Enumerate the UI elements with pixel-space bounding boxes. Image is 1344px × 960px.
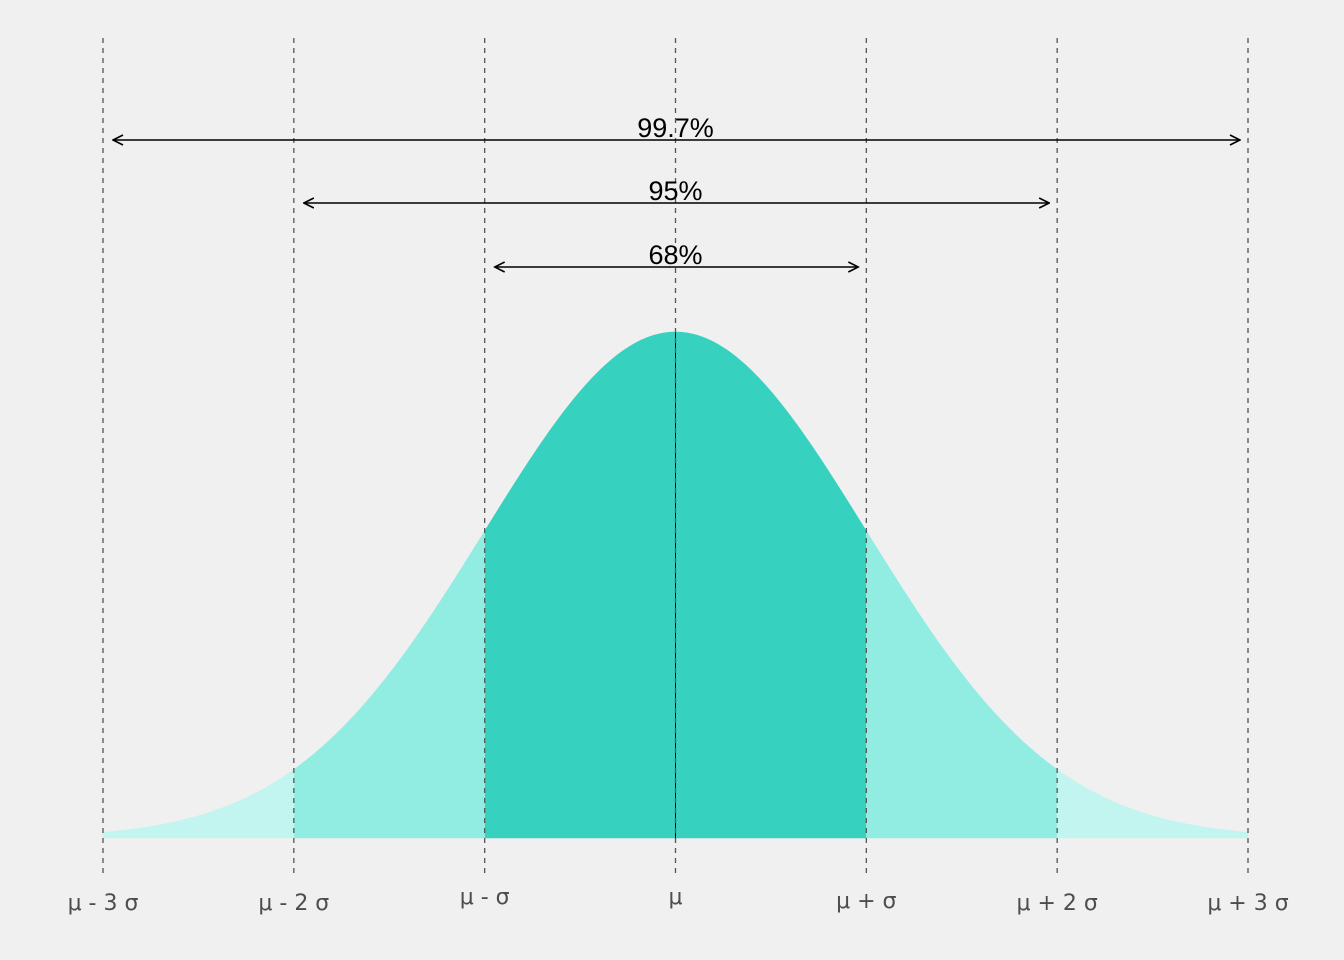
tick-label-5: μ + 2 σ (1016, 891, 1097, 916)
tick-label-4: μ + σ (836, 889, 896, 914)
tick-label-1: μ - 2 σ (258, 891, 329, 916)
interval-arrows: 99.7% 95% 68% (113, 113, 1240, 270)
tick-label-3: μ (669, 885, 683, 910)
density-band-3 (102, 768, 295, 839)
interval-label-1: 95% (648, 176, 702, 206)
tick-label-2: μ - σ (460, 885, 510, 910)
tick-label-6: μ + 3 σ (1207, 891, 1288, 916)
tick-label-0: μ - 3 σ (68, 891, 139, 916)
density-band-2 (866, 530, 1058, 839)
interval-label-0: 99.7% (637, 113, 714, 143)
x-axis-tick-labels: μ - 3 σ μ - 2 σ μ - σ μ μ + σ μ + 2 σ μ + 3 σ (68, 885, 1289, 916)
density-band-1 (293, 530, 485, 839)
interval-label-2: 68% (648, 240, 702, 270)
density-band-4 (1056, 768, 1249, 839)
